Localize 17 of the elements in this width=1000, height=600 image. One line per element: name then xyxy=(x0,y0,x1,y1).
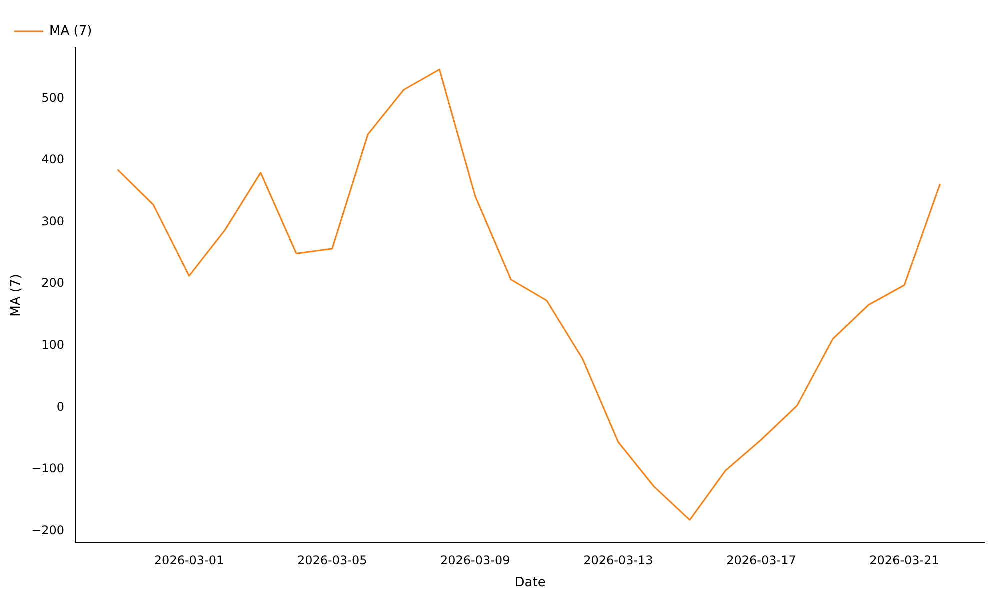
y-tick-label: 400 xyxy=(42,152,65,167)
y-tick-label: −100 xyxy=(32,462,65,476)
x-tick-label: 2026-03-13 xyxy=(584,553,654,568)
legend-label: MA (7) xyxy=(50,24,92,39)
y-tick-label: 0 xyxy=(56,400,65,414)
x-axis-title: Date xyxy=(514,576,546,591)
y-tick-label: 500 xyxy=(42,90,65,105)
y-tick-label: 300 xyxy=(42,214,65,228)
y-tick-label: 100 xyxy=(42,338,65,352)
x-tick-label: 2026-03-21 xyxy=(870,553,940,568)
x-tick-label: 2026-03-01 xyxy=(154,553,224,568)
y-axis-title: MA (7) xyxy=(9,274,24,317)
y-tick-label: −200 xyxy=(32,523,65,538)
x-tick-label: 2026-03-17 xyxy=(726,553,796,568)
y-tick-label: 200 xyxy=(42,276,65,290)
x-tick-label: 2026-03-05 xyxy=(297,553,368,568)
x-tick-label: 2026-03-09 xyxy=(440,553,510,568)
